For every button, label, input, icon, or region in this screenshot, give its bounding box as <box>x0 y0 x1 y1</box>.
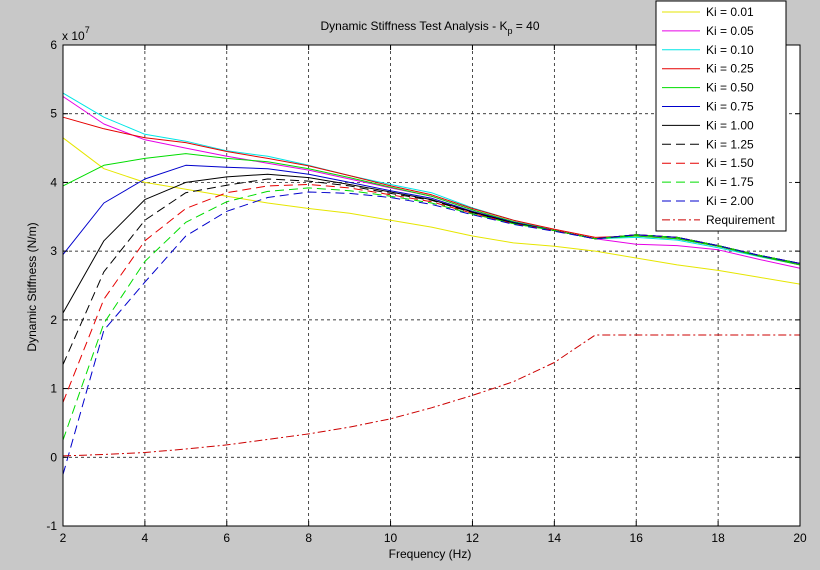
y-tick-label: -1 <box>46 519 57 533</box>
y-tick-label: 0 <box>50 450 57 464</box>
x-axis-label: Frequency (Hz) <box>389 547 472 561</box>
plot-frame <box>62 44 801 527</box>
legend-label: Ki = 0.10 <box>706 43 754 57</box>
legend-label: Ki = 0.05 <box>706 24 754 38</box>
x-tick-label: 16 <box>630 531 644 545</box>
series-line-12 <box>62 334 800 457</box>
y-tick-label: 4 <box>50 175 57 189</box>
legend-label: Ki = 1.25 <box>706 137 754 151</box>
series-line-3 <box>62 92 801 266</box>
legend-label: Ki = 0.25 <box>706 62 754 76</box>
series-line-1 <box>62 137 801 285</box>
legend-label: Requirement <box>706 213 775 227</box>
chart-title-main: Dynamic Stiffness Test Analysis - K <box>320 19 507 33</box>
series-line-5 <box>62 153 801 266</box>
legend-items: Ki = 0.01 Ki = 0.05 Ki = 0.10 Ki = 0.25 Ki =… <box>662 5 775 227</box>
x-tick-label: 6 <box>223 531 230 545</box>
y-axis-label: Dynamic Stiffness (N/m) <box>25 222 39 351</box>
series-line-10 <box>62 187 801 441</box>
legend-box <box>655 0 787 232</box>
y-tick-label: 1 <box>50 382 57 396</box>
chart-title-subscript: p <box>507 26 512 36</box>
chart-title-tail: = 40 <box>512 19 539 33</box>
y-tick-label: 5 <box>50 107 57 121</box>
x-tick-label: 8 <box>305 531 312 545</box>
x-tick-label: 12 <box>466 531 480 545</box>
x-tick-label: 10 <box>384 531 398 545</box>
grid-lines <box>63 45 800 526</box>
y-tick-label: 2 <box>50 313 57 327</box>
legend-label: Ki = 2.00 <box>706 194 754 208</box>
legend: Ki = 0.01 Ki = 0.05 Ki = 0.10 Ki = 0.25 Ki =… <box>655 0 787 232</box>
legend-label: Ki = 1.50 <box>706 156 754 170</box>
x-tick-label: 14 <box>548 531 562 545</box>
x-tick-label: 20 <box>793 531 807 545</box>
x-tick-label: 4 <box>142 531 149 545</box>
legend-label: Ki = 0.01 <box>706 5 754 19</box>
series-line-11 <box>62 191 801 475</box>
legend-label: Ki = 1.00 <box>706 118 754 132</box>
y-tick-label: 3 <box>50 244 57 258</box>
legend-label: Ki = 1.75 <box>706 175 754 189</box>
series-group <box>62 92 801 475</box>
y-tick-label: 6 <box>50 38 57 52</box>
x-tick-label: 2 <box>60 531 67 545</box>
y-exponent-label: x 107 <box>62 25 90 43</box>
legend-label: Ki = 0.75 <box>706 100 754 114</box>
y-exponent-base: x 10 <box>62 29 85 43</box>
chart-title: Dynamic Stiffness Test Analysis - Kp = 4… <box>320 19 539 36</box>
y-exponent-power: 7 <box>85 25 90 35</box>
x-tick-label: 18 <box>711 531 725 545</box>
legend-label: Ki = 0.50 <box>706 81 754 95</box>
